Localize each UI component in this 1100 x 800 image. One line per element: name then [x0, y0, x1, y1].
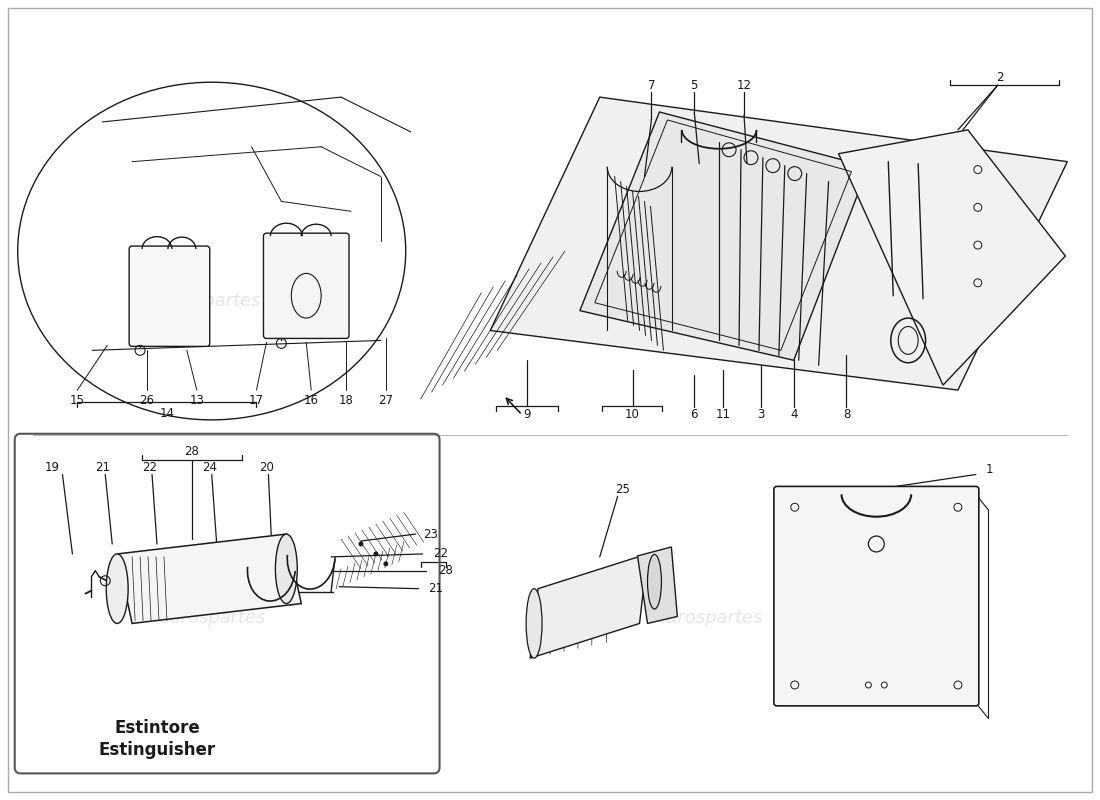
Polygon shape	[530, 554, 648, 658]
Text: 5: 5	[691, 78, 698, 92]
Ellipse shape	[275, 534, 297, 603]
Text: 16: 16	[304, 394, 319, 407]
Text: 28: 28	[438, 564, 453, 578]
Text: 12: 12	[737, 78, 751, 92]
Text: 9: 9	[524, 408, 531, 422]
Text: 1: 1	[986, 463, 993, 476]
Ellipse shape	[107, 554, 128, 623]
Text: 14: 14	[160, 407, 175, 421]
Text: 13: 13	[189, 394, 205, 407]
Text: Estintore: Estintore	[114, 718, 200, 737]
Circle shape	[359, 542, 363, 546]
Text: Estinguisher: Estinguisher	[98, 741, 216, 758]
Circle shape	[373, 551, 378, 557]
Text: 7: 7	[648, 78, 656, 92]
Text: eurospartes: eurospartes	[158, 610, 265, 627]
Polygon shape	[118, 534, 301, 623]
FancyBboxPatch shape	[129, 246, 210, 346]
Text: 24: 24	[202, 461, 217, 474]
Text: 3: 3	[757, 408, 764, 422]
Text: 25: 25	[615, 483, 630, 496]
Circle shape	[383, 562, 388, 566]
Text: 22: 22	[143, 461, 157, 474]
Text: 19: 19	[45, 461, 60, 474]
Text: 17: 17	[249, 394, 264, 407]
Text: 27: 27	[378, 394, 394, 407]
Polygon shape	[580, 112, 868, 360]
Text: eurospartes: eurospartes	[656, 610, 763, 627]
Text: 28: 28	[185, 445, 199, 458]
Text: 4: 4	[790, 408, 798, 422]
Polygon shape	[491, 97, 1067, 390]
Text: 21: 21	[95, 461, 110, 474]
Polygon shape	[838, 130, 1066, 385]
Text: 10: 10	[625, 408, 640, 422]
Text: 22: 22	[433, 547, 448, 561]
Text: 6: 6	[691, 408, 698, 422]
Text: 8: 8	[843, 408, 850, 422]
Text: eurospartes: eurospartes	[153, 292, 261, 310]
FancyBboxPatch shape	[264, 233, 349, 338]
Ellipse shape	[526, 589, 542, 658]
Text: 21: 21	[428, 582, 443, 595]
FancyBboxPatch shape	[774, 486, 979, 706]
Text: 18: 18	[339, 394, 353, 407]
Text: 2: 2	[996, 70, 1003, 84]
Ellipse shape	[648, 554, 661, 609]
Text: 11: 11	[716, 408, 730, 422]
Text: 15: 15	[70, 394, 85, 407]
Text: 20: 20	[258, 461, 274, 474]
Text: 23: 23	[424, 527, 438, 541]
Text: 26: 26	[140, 394, 154, 407]
Text: eurospartes: eurospartes	[646, 222, 754, 240]
Polygon shape	[638, 547, 678, 623]
